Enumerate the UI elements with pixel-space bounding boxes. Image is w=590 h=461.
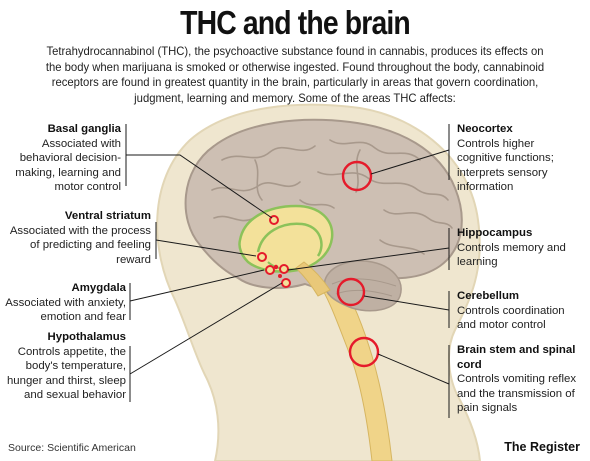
label-cerebellum-desc: Controls coordination and motor control	[457, 304, 565, 332]
leaders-left	[125, 124, 283, 402]
label-brain-stem-name: Brain stem and spinal cord	[457, 344, 576, 371]
source-note: Source: Scientific American	[8, 442, 136, 454]
label-hippocampus-name: Hippocampus	[457, 227, 533, 239]
label-hippocampus-desc: Controls memory and learning	[457, 241, 566, 269]
label-amygdala-name: Amygdala	[71, 282, 126, 294]
label-hypothalamus-desc: Controls appetite, the body's temperatur…	[6, 345, 126, 402]
marker-brain-stem	[348, 336, 380, 368]
marker-hypothalamus	[281, 278, 291, 288]
marker-amygdala	[265, 265, 275, 275]
label-hypothalamus: Hypothalamus Controls appetite, the body…	[6, 330, 126, 403]
intro-text: Tetrahydrocannabinol (THC), the psychoac…	[45, 44, 545, 105]
label-amygdala-desc: Associated with anxiety, emotion and fea…	[5, 296, 126, 324]
label-neocortex: Neocortex Controls higher cognitive func…	[457, 122, 582, 195]
label-hypothalamus-name: Hypothalamus	[47, 331, 126, 343]
hippocampus-arc	[256, 222, 323, 257]
marker-neocortex	[341, 160, 373, 192]
label-amygdala: Amygdala Associated with anxiety, emotio…	[4, 281, 126, 325]
label-ventral-striatum: Ventral striatum Associated with the pro…	[6, 209, 151, 267]
label-basal-ganglia: Basal ganglia Associated with behavioral…	[6, 122, 121, 195]
label-cerebellum: Cerebellum Controls coordination and mot…	[457, 289, 582, 333]
label-hippocampus: Hippocampus Controls memory and learning	[457, 226, 582, 270]
brain-gyri	[211, 139, 453, 255]
leaders-right	[287, 124, 450, 418]
marker-ventral-striatum	[257, 252, 267, 262]
marker-cerebellum	[336, 277, 366, 307]
label-brain-stem: Brain stem and spinal cord Controls vomi…	[457, 343, 585, 416]
label-basal-ganglia-name: Basal ganglia	[47, 123, 121, 135]
page-title: THC and the brain	[180, 4, 411, 41]
label-brain-stem-desc: Controls vomiting reflex and the transmi…	[457, 373, 577, 414]
label-cerebellum-name: Cerebellum	[457, 290, 520, 302]
markers	[336, 160, 380, 368]
marker-hippocampus	[279, 264, 289, 274]
label-ventral-striatum-name: Ventral striatum	[64, 210, 151, 222]
spinal-cord	[317, 277, 393, 461]
label-neocortex-desc: Controls higher cognitive functions; int…	[457, 137, 554, 194]
label-basal-ganglia-desc: Associated with behavioral decision-maki…	[15, 137, 121, 194]
brain-stem	[295, 261, 331, 297]
credit: The Register	[504, 440, 580, 454]
label-neocortex-name: Neocortex	[457, 123, 513, 135]
label-ventral-striatum-desc: Associated with the process of predictin…	[9, 224, 151, 266]
